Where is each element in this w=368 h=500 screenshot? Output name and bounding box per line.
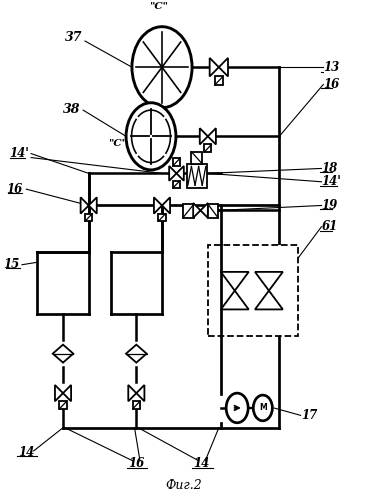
Polygon shape xyxy=(210,58,219,76)
Polygon shape xyxy=(126,344,146,362)
Polygon shape xyxy=(89,198,97,214)
Polygon shape xyxy=(221,272,249,290)
Text: 61: 61 xyxy=(322,220,338,233)
Polygon shape xyxy=(255,272,283,290)
Text: 16: 16 xyxy=(128,457,145,470)
Text: 16: 16 xyxy=(323,78,340,91)
Polygon shape xyxy=(208,128,216,144)
Text: "С": "С" xyxy=(149,2,168,11)
Circle shape xyxy=(126,102,176,170)
Bar xyxy=(59,402,67,409)
Text: 15: 15 xyxy=(4,258,20,271)
Circle shape xyxy=(226,393,248,423)
Circle shape xyxy=(132,26,192,108)
Polygon shape xyxy=(201,203,208,218)
Text: "С": "С" xyxy=(109,139,127,148)
Text: 16: 16 xyxy=(7,182,23,196)
Polygon shape xyxy=(169,166,177,181)
Polygon shape xyxy=(55,385,63,402)
Bar xyxy=(173,158,180,166)
Text: 17: 17 xyxy=(301,409,318,422)
Polygon shape xyxy=(63,385,71,402)
Bar xyxy=(204,144,212,152)
Bar xyxy=(208,204,218,218)
Polygon shape xyxy=(128,385,136,402)
Text: 14: 14 xyxy=(18,446,35,459)
Polygon shape xyxy=(219,58,228,76)
Polygon shape xyxy=(255,290,283,310)
Text: 37: 37 xyxy=(65,31,83,44)
Bar xyxy=(187,164,207,188)
Circle shape xyxy=(253,395,272,421)
Text: 14': 14' xyxy=(322,176,342,188)
Bar xyxy=(183,204,194,218)
Polygon shape xyxy=(53,344,73,362)
Polygon shape xyxy=(154,198,162,214)
Polygon shape xyxy=(136,385,144,402)
Polygon shape xyxy=(162,198,170,214)
Text: 19: 19 xyxy=(322,199,338,212)
Text: 14': 14' xyxy=(9,147,29,160)
Polygon shape xyxy=(81,198,89,214)
Text: M: M xyxy=(259,404,267,412)
Bar xyxy=(158,214,166,221)
Polygon shape xyxy=(221,290,249,310)
Polygon shape xyxy=(200,128,208,144)
Bar xyxy=(133,402,140,409)
Bar xyxy=(215,76,223,85)
Bar xyxy=(208,245,298,336)
Text: 38: 38 xyxy=(63,102,81,116)
Bar xyxy=(173,181,180,188)
Bar xyxy=(191,152,202,164)
Text: 13: 13 xyxy=(323,60,340,74)
Bar xyxy=(85,214,92,221)
Text: 14: 14 xyxy=(194,457,210,470)
Polygon shape xyxy=(177,166,184,181)
Text: 18: 18 xyxy=(322,162,338,175)
Polygon shape xyxy=(193,203,201,218)
Text: Фиг.2: Фиг.2 xyxy=(166,479,202,492)
